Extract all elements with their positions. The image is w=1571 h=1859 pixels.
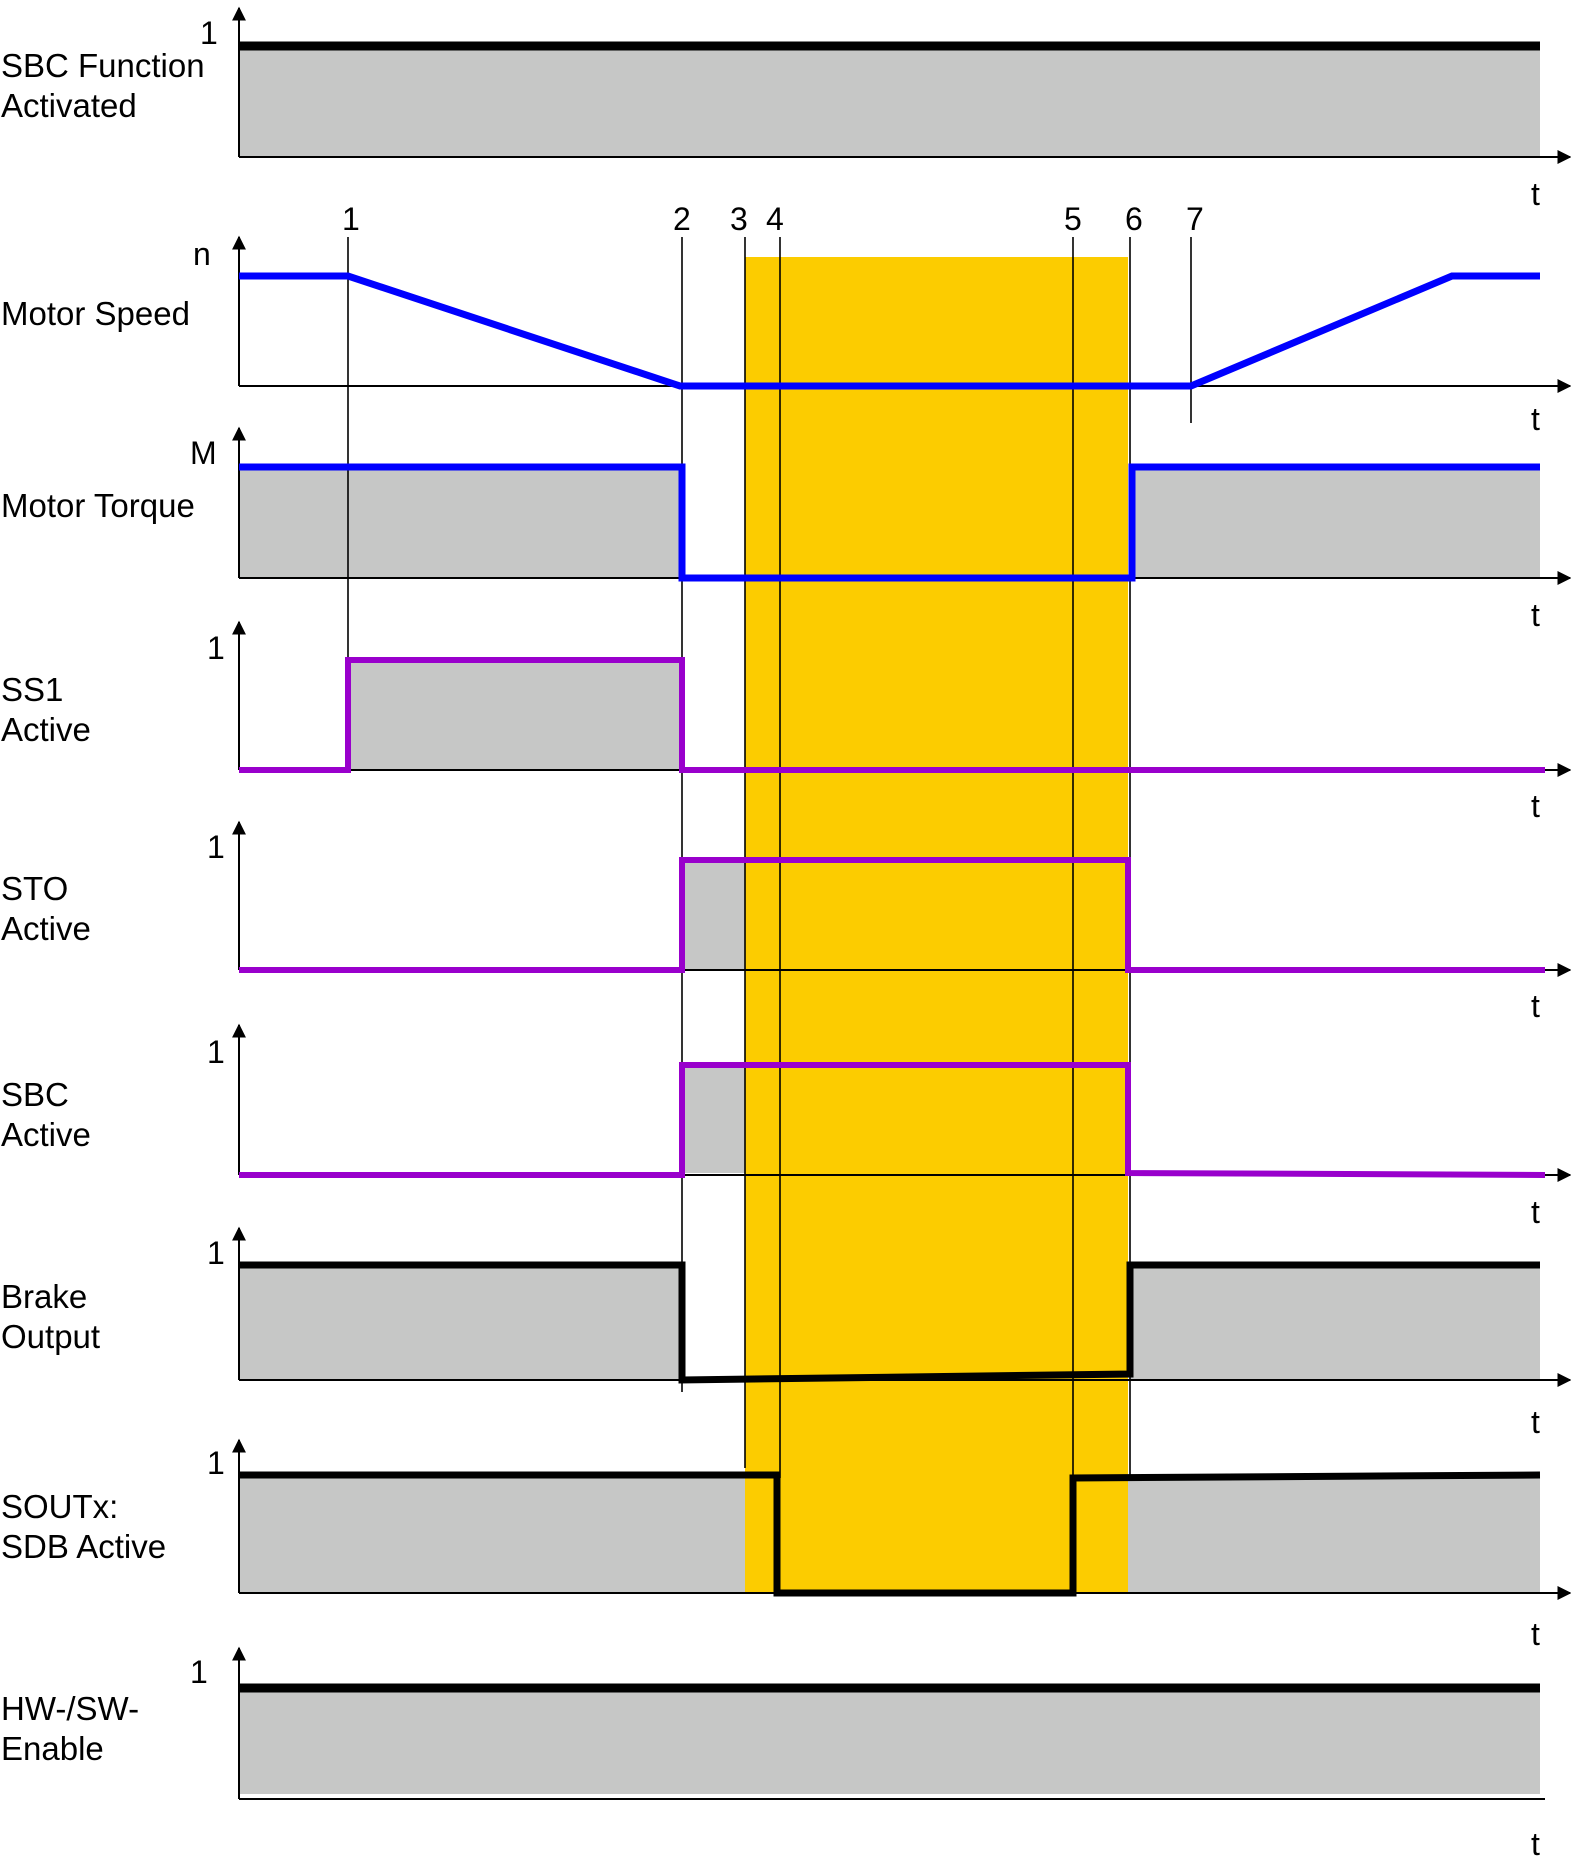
- fill-soutx: [239, 1475, 777, 1593]
- fill-sbc-function: [239, 46, 1540, 157]
- marker-num-7: 7: [1186, 201, 1204, 237]
- label-motor-speed: Motor Speed: [1, 295, 190, 332]
- label-hwsw: HW-/SW-Enable: [1, 1690, 139, 1767]
- fill-soutx-2: [1073, 1475, 1540, 1593]
- fill-motor-torque-2: [1132, 467, 1540, 578]
- label-motor-torque: Motor Torque: [1, 487, 195, 524]
- tlabel-7: t: [1531, 1404, 1540, 1440]
- marker-numbers: 1 2 3 4 5 6 7: [342, 201, 1204, 237]
- fill-ss1: [348, 660, 682, 770]
- fill-brake-2: [1130, 1265, 1540, 1380]
- trace-sto: [239, 857, 1545, 973]
- traces: [239, 41, 1546, 1693]
- fill-hwsw: [239, 1688, 1540, 1794]
- marker-num-6: 6: [1125, 201, 1143, 237]
- tlabel-4: t: [1531, 788, 1540, 824]
- ylabel-soutx: 1: [207, 1445, 225, 1481]
- trace-soutx: [239, 1471, 1541, 1597]
- ylabel-motor-speed: n: [193, 236, 211, 272]
- tlabel-3: t: [1531, 597, 1540, 633]
- trace-ss1: [239, 657, 1545, 773]
- label-sto: STO Active: [1, 870, 91, 947]
- label-ss1: SS1 Active: [1, 671, 91, 748]
- trace-sbc: [239, 1062, 1546, 1178]
- ylabel-hwsw: 1: [190, 1654, 208, 1690]
- trace-brake: [239, 1261, 1540, 1384]
- ylabel-ss1: 1: [207, 630, 225, 666]
- ylabel-motor-torque: M: [190, 435, 217, 471]
- tlabel-6: t: [1531, 1194, 1540, 1230]
- tlabel-9: t: [1531, 1826, 1540, 1859]
- marker-num-3: 3: [730, 201, 748, 237]
- ylabel-brake: 1: [207, 1235, 225, 1271]
- marker-num-4: 4: [766, 201, 784, 237]
- ylabel-sto: 1: [207, 829, 225, 865]
- tlabel-8: t: [1531, 1616, 1540, 1652]
- label-sbc-function: SBC Function Activated: [1, 47, 205, 124]
- fill-motor-torque: [239, 467, 682, 578]
- marker-num-5: 5: [1064, 201, 1082, 237]
- tlabel-2: t: [1531, 401, 1540, 437]
- label-soutx: SOUTx: SDB Active: [1, 1488, 166, 1565]
- fill-brake: [239, 1265, 682, 1380]
- t-labels: t t t t t t t t t: [1531, 176, 1540, 1859]
- label-brake: Brake Output: [1, 1278, 100, 1355]
- ylabel-sbc: 1: [207, 1034, 225, 1070]
- y-labels: 1 n M 1 1 1 1 1 1: [190, 15, 225, 1690]
- signal-labels: SBC Function Activated Motor Speed Motor …: [1, 47, 205, 1767]
- label-sbc: SBC Active: [1, 1076, 91, 1153]
- marker-num-2: 2: [673, 201, 691, 237]
- marker-num-1: 1: [342, 201, 360, 237]
- tlabel-1: t: [1531, 176, 1540, 212]
- trace-motor-torque: [239, 463, 1540, 582]
- trace-motor-speed: [239, 272, 1540, 390]
- tlabel-5: t: [1531, 988, 1540, 1024]
- ylabel-sbc-function: 1: [200, 15, 218, 51]
- highlight-band: [745, 257, 1128, 1593]
